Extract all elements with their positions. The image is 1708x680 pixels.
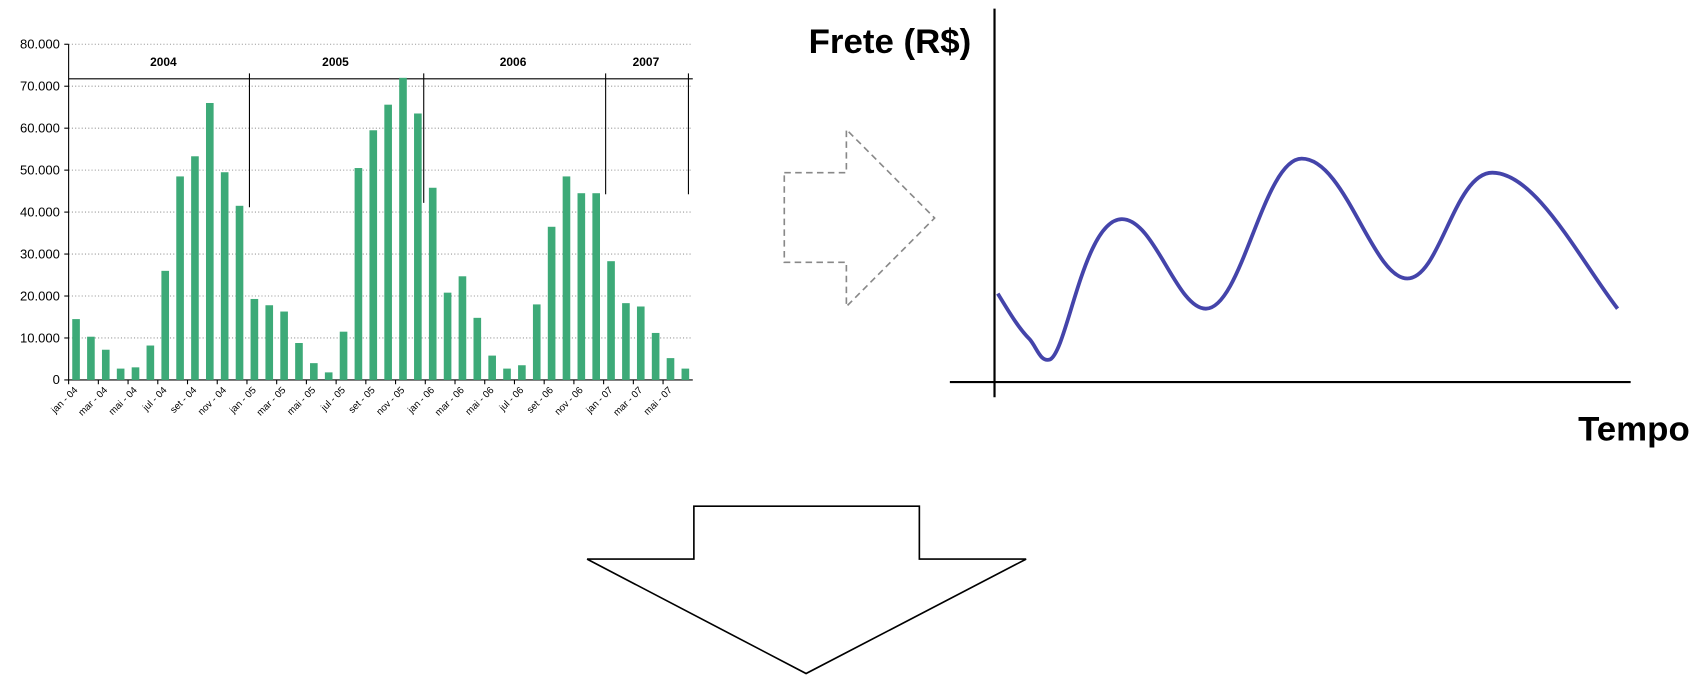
year-label: 2004 [150,55,177,69]
bar [562,176,571,380]
bar [116,368,125,380]
bar [101,349,110,380]
x-tick-label: jan - 06 [405,385,437,416]
bar [295,343,303,380]
x-tick-label: nov - 04 [196,385,229,418]
bar [473,317,482,380]
x-tick-label: nov - 05 [374,385,407,418]
y-tick-label: 20.000 [20,288,60,303]
bar [72,319,80,380]
bar [399,77,407,380]
bar [547,226,556,380]
bar [681,368,690,380]
x-tick-label: set - 06 [525,385,556,416]
x-tick-label: mar - 04 [76,385,110,419]
down-arrow [586,505,1027,675]
bar [235,205,244,380]
bar [651,332,660,380]
x-tick-label: jan - 05 [227,385,259,417]
bar [191,156,199,380]
bar [310,363,318,380]
bar [131,367,140,380]
bar [428,187,437,380]
x-tick-label: mar - 06 [433,385,467,418]
bar [636,306,645,380]
y-tick-label: 50.000 [20,163,60,178]
x-tick-label: mar - 05 [255,385,289,419]
bar [443,292,452,380]
x-tick-label: set - 04 [168,385,199,416]
x-tick-label: nov - 06 [553,385,586,418]
bar [458,276,467,380]
x-axis-title: Tempo [1578,411,1690,449]
x-tick-label: mai - 06 [464,385,497,418]
bar [518,365,526,380]
bar [176,176,184,380]
bar [280,311,288,380]
bar [369,130,378,380]
bar [250,298,259,380]
x-tick-label: mar - 07 [611,385,645,418]
bar [265,305,274,380]
x-tick-label: jul - 04 [140,385,170,414]
y-axis-title: Frete (R$) [809,23,972,61]
year-label: 2005 [322,55,349,69]
x-tick-label: jan - 07 [584,385,616,416]
bar [592,193,601,380]
y-tick-label: 0 [53,372,60,387]
year-label: 2007 [633,55,660,69]
x-tick-label: jul - 05 [319,385,349,414]
bar [87,336,95,380]
y-tick-label: 60.000 [20,121,60,136]
bar-chart: 0 10.000 20.000 30.000 40.000 50.000 60.000 70.… [20,37,693,419]
y-tick-label: 80.000 [20,37,60,52]
bar [622,303,630,380]
x-tick-label: mai - 07 [642,385,675,418]
bar [384,104,392,380]
bar [503,368,511,380]
x-tick-label: mai - 05 [285,385,318,418]
y-tick-label: 40.000 [20,204,60,219]
x-tick-label: set - 05 [347,385,378,416]
bar [607,261,615,380]
schematic-curve [996,156,1620,362]
bar [577,193,586,380]
x-tick-label: jul - 06 [497,385,526,414]
year-label: 2006 [500,55,527,69]
bar [205,102,214,380]
y-tick-label: 10.000 [20,330,60,345]
bar [146,345,155,380]
bar [339,331,348,380]
bar [666,358,675,380]
bar [324,372,333,380]
bar [354,168,363,380]
bar [161,270,170,380]
x-tick-label: jan - 04 [49,385,81,417]
y-tick-label: 30.000 [20,246,60,261]
bar [532,304,541,380]
bar [220,172,229,380]
bar [488,355,496,380]
y-tick-label: 70.000 [20,79,60,94]
bar [414,113,422,380]
dashed-arrow [783,127,936,309]
x-tick-label: mai - 04 [107,385,140,418]
